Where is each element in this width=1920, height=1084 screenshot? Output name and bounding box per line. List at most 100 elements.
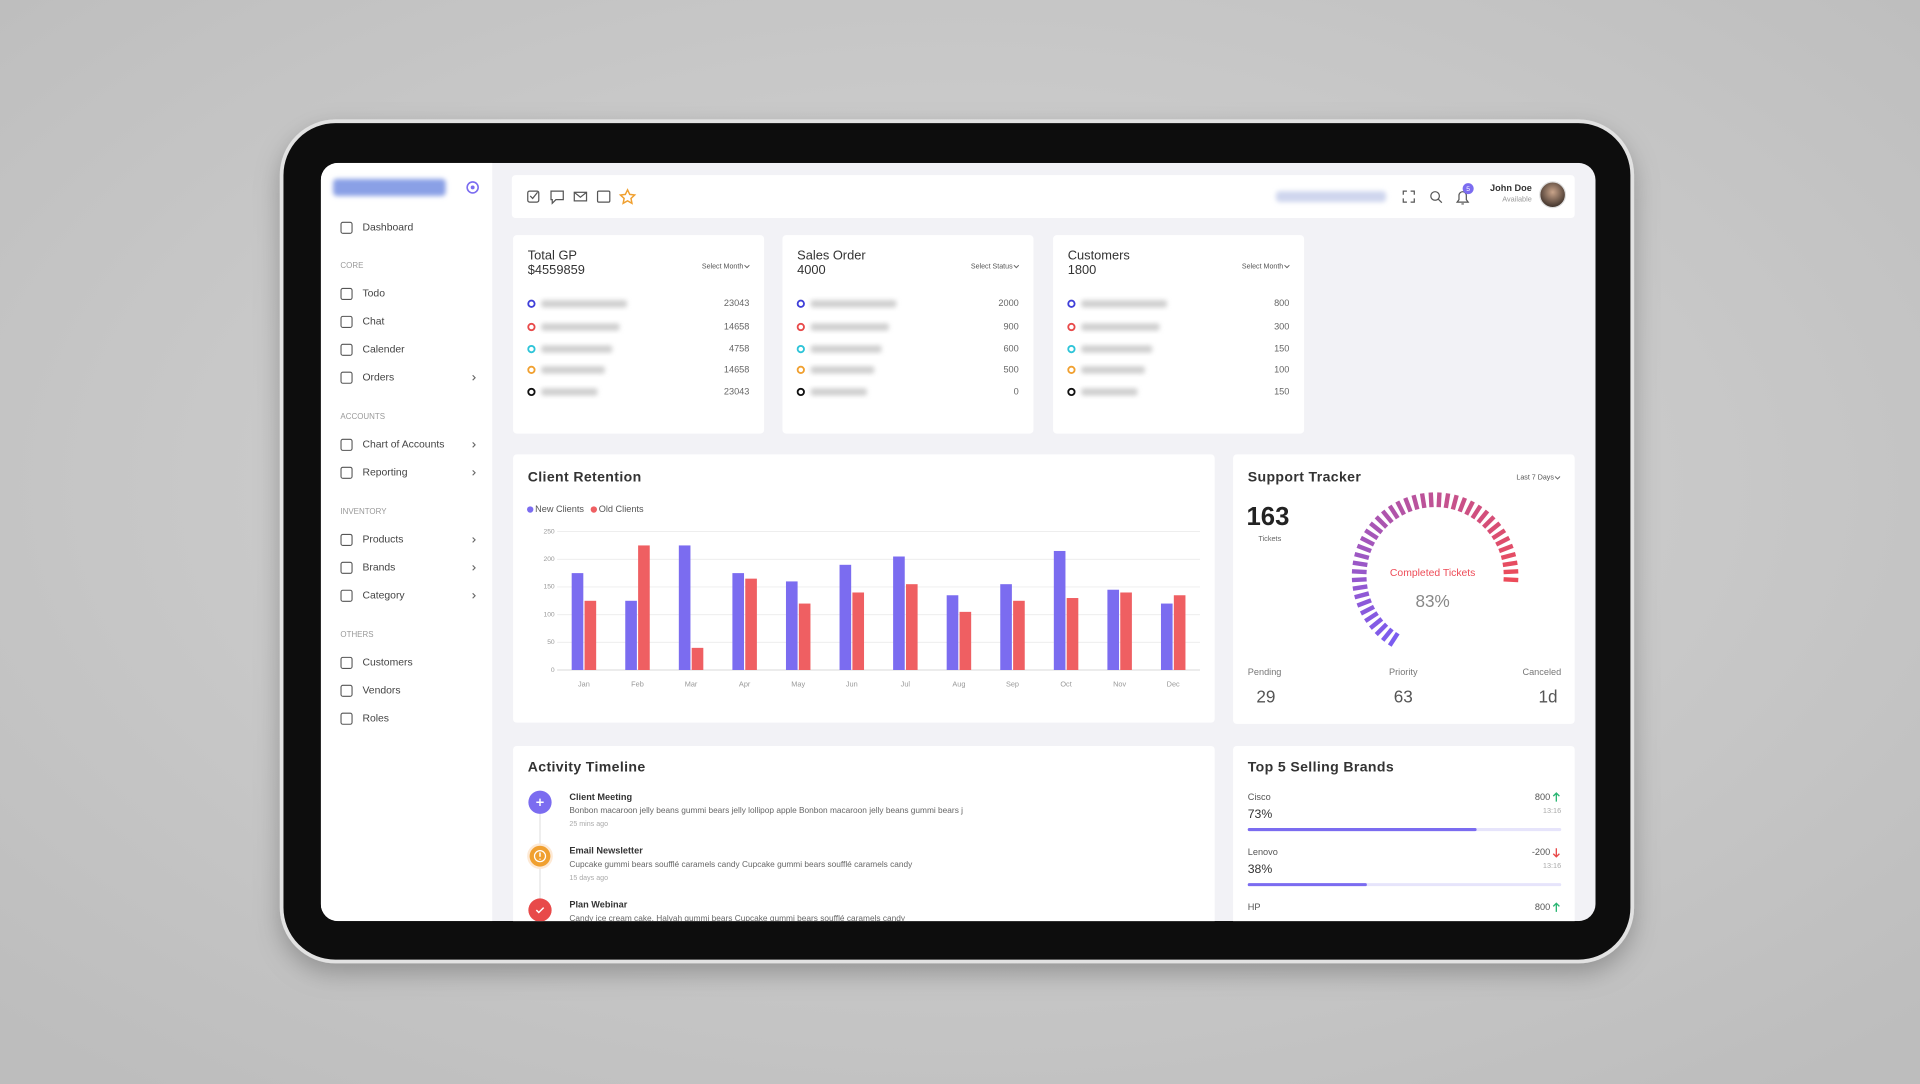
gauge-tick	[1500, 551, 1517, 561]
brand-name: Cisco	[1248, 792, 1271, 802]
sidebar-toggle[interactable]	[466, 181, 479, 194]
row-label-blurred	[810, 366, 875, 374]
activity-card	[513, 745, 1215, 922]
stat-filter: Select Month	[702, 262, 743, 270]
gauge-tick	[1482, 515, 1496, 529]
todo-icon[interactable]	[527, 190, 540, 203]
menu-item[interactable]: Calender	[362, 345, 405, 356]
calendar-icon[interactable]	[596, 190, 611, 203]
menu-item[interactable]: Todo	[362, 289, 385, 300]
legend-dot	[527, 506, 534, 513]
brands-title: Top 5 Selling Brands	[1248, 759, 1394, 775]
row-value: 23043	[724, 298, 750, 308]
row-dot	[527, 365, 536, 375]
gauge-tick	[1356, 598, 1372, 608]
legend-label: Old Clients	[599, 504, 644, 514]
gauge-tick	[1364, 611, 1379, 623]
timeline-title: Client Meeting	[569, 792, 632, 802]
menu-item[interactable]: Vendors	[362, 686, 400, 697]
row-value: 23043	[724, 386, 750, 396]
y-tick-label: 0	[551, 667, 555, 674]
row-label-blurred	[1081, 366, 1145, 374]
avatar[interactable]	[1539, 181, 1567, 209]
x-tick-label: Nov	[1113, 680, 1126, 689]
row-value: 2000	[998, 298, 1018, 308]
bar	[732, 573, 745, 670]
stat-number: 63	[1394, 687, 1413, 707]
menu-icon	[340, 315, 353, 328]
menu-item[interactable]: Brands	[362, 563, 395, 574]
row-dot	[527, 387, 536, 397]
search-box[interactable]	[1275, 191, 1387, 203]
menu-item[interactable]: Chart of Accounts	[362, 440, 444, 451]
row-value: 500	[1003, 364, 1018, 374]
screen: 5 John Doe Available Dashboard CORE Todo Chat C…	[320, 162, 1596, 923]
gauge-tick	[1411, 494, 1420, 510]
stat-filter: Select Status	[971, 262, 1013, 270]
row-label-blurred	[1081, 345, 1153, 353]
row-value: 14658	[724, 321, 750, 331]
row-dot	[1067, 299, 1076, 308]
gauge-tick	[1495, 535, 1511, 547]
menu-item[interactable]: Chat	[362, 317, 384, 328]
chevron	[472, 565, 476, 571]
menu-section: ACCOUNTS	[340, 412, 385, 421]
gauge-tick	[1428, 492, 1434, 508]
row-dot	[796, 344, 805, 354]
brand-time: 13:16	[1543, 806, 1561, 815]
menu-item[interactable]: Roles	[362, 713, 389, 724]
x-tick-label: Oct	[1060, 680, 1071, 689]
timeline-title: Email Newsletter	[569, 846, 643, 856]
menu-icon	[340, 712, 353, 725]
chat-icon[interactable]	[550, 190, 564, 205]
x-tick-label: Apr	[739, 680, 751, 689]
menu-item[interactable]: Reporting	[362, 468, 407, 479]
gauge-tick	[1419, 493, 1427, 509]
gauge-tick	[1443, 493, 1451, 509]
menu-item[interactable]: Products	[362, 535, 403, 546]
row-dot	[1067, 387, 1076, 397]
chevron-down	[744, 264, 750, 269]
gauge-tick	[1380, 509, 1394, 524]
row-label-blurred	[1081, 300, 1167, 308]
timeline-text: Candy ice cream cake. Halvah gummi bears…	[569, 913, 906, 923]
mail-icon[interactable]	[573, 191, 588, 202]
stat-number: 29	[1256, 687, 1275, 707]
y-tick-label: 250	[543, 528, 554, 535]
row-dot	[1067, 322, 1076, 332]
trend-arrow	[1552, 848, 1560, 858]
chevron	[472, 469, 476, 476]
search-icon[interactable]	[1430, 191, 1440, 201]
bell-icon[interactable]	[1455, 191, 1470, 205]
row-label-blurred	[1081, 388, 1138, 396]
row-value: 300	[1274, 321, 1289, 331]
trend-arrow	[1552, 792, 1560, 802]
stat-value: 4000	[797, 262, 826, 277]
menu-item[interactable]: Dashboard	[362, 223, 413, 234]
gauge-tick	[1503, 577, 1519, 583]
row-value: 14658	[724, 364, 750, 374]
fullscreen-icon[interactable]	[1402, 190, 1415, 203]
menu-item[interactable]: Customers	[362, 658, 412, 669]
bar	[1066, 598, 1079, 670]
ticket-label: Tickets	[1258, 534, 1281, 543]
header-icons	[527, 188, 1470, 205]
bar	[1120, 592, 1132, 670]
search-handle	[1437, 198, 1443, 204]
stat-filter: Select Month	[1242, 262, 1283, 270]
bar	[839, 564, 852, 670]
menu-item[interactable]: Category	[362, 591, 405, 602]
chevron	[472, 374, 476, 381]
menu-section: OTHERS	[340, 630, 373, 639]
timeline-time: 15 days ago	[569, 874, 608, 882]
row-dot	[527, 299, 536, 308]
star-icon[interactable]	[618, 188, 637, 205]
menu-item[interactable]: Orders	[362, 372, 394, 383]
gauge-tick	[1395, 500, 1406, 516]
bar	[1160, 603, 1173, 670]
timeline-glyph	[535, 907, 545, 914]
row-value: 0	[1014, 386, 1019, 396]
x-tick-label: May	[791, 680, 805, 689]
menu-icon	[340, 656, 353, 669]
